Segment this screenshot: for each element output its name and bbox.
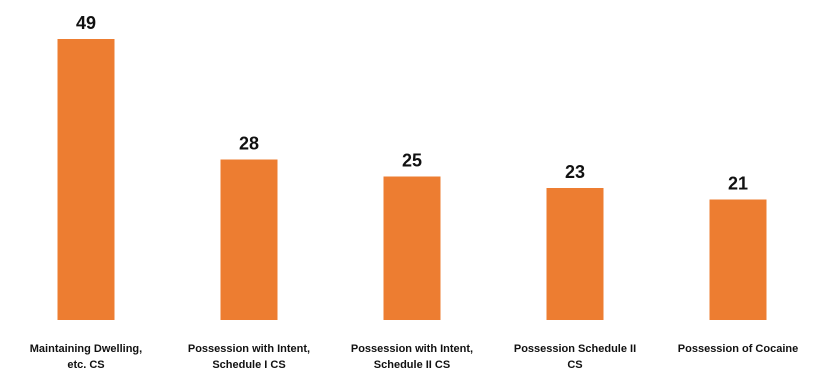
bars-layer [57, 39, 767, 320]
x-tick-label-1-line-2: etc. CS [67, 359, 104, 371]
bar-5 [709, 199, 767, 320]
x-tick-label-1-line-1: Maintaining Dwelling, [30, 343, 142, 355]
x-tick-label-3-line-1: Possession with Intent, [351, 343, 473, 355]
data-label-3: 25 [402, 151, 422, 171]
x-tick-label-4-line-2: CS [567, 359, 582, 371]
x-tick-label-4-line-1: Possession Schedule II [514, 343, 636, 355]
bar-3 [383, 176, 441, 320]
bar-1 [57, 39, 115, 320]
bar-2 [220, 159, 278, 320]
value-labels-layer: 49 28 25 23 21 [76, 13, 748, 194]
bar-4 [546, 188, 604, 320]
data-label-5: 21 [728, 174, 748, 194]
x-tick-label-3-line-2: Schedule II CS [374, 359, 450, 371]
data-label-2: 28 [239, 133, 259, 153]
x-tick-label-5-line-1: Possession of Cocaine [678, 343, 798, 355]
tick-labels-layer: Maintaining Dwelling, etc. CS Possession w… [30, 343, 798, 371]
x-tick-label-2-line-2: Schedule I CS [212, 359, 285, 371]
x-tick-label-2-line-1: Possession with Intent, [188, 343, 310, 355]
data-label-1: 49 [76, 13, 96, 33]
data-label-4: 23 [565, 162, 585, 182]
